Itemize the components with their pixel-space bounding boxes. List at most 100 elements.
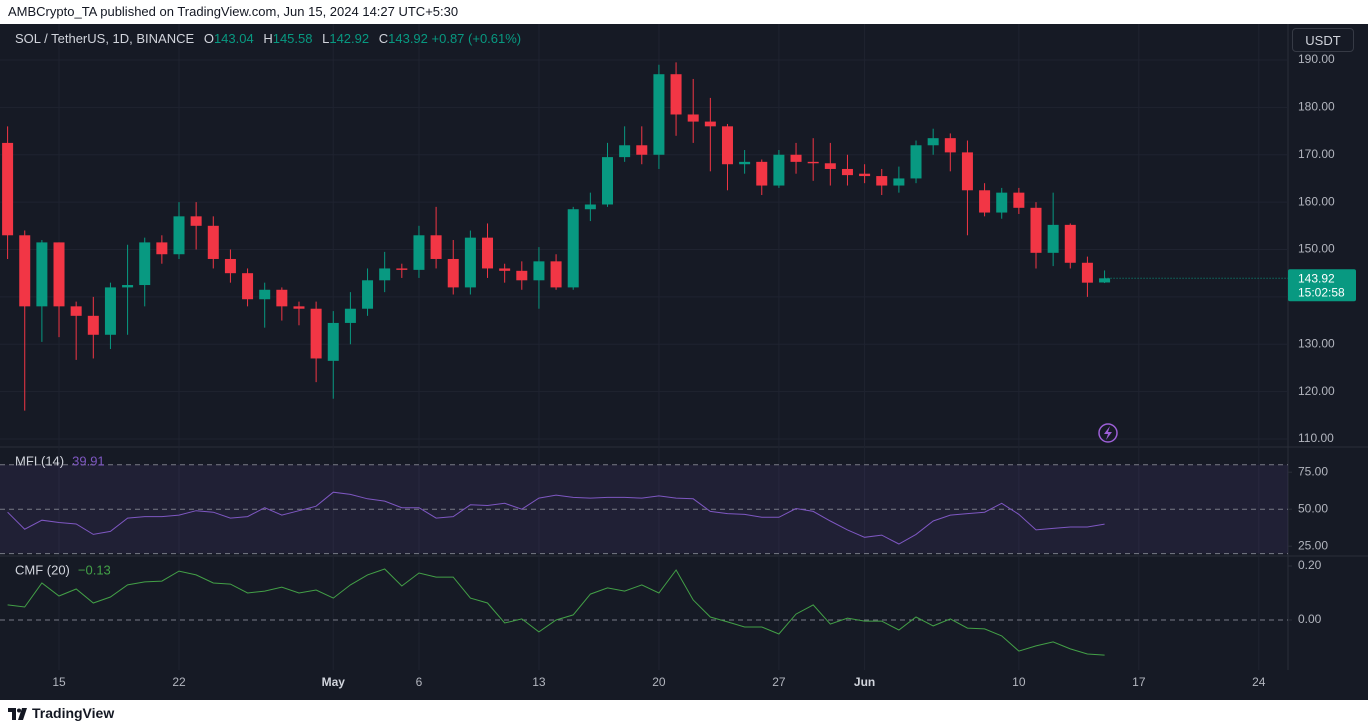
y-tick-label: 110.00 (1298, 431, 1334, 445)
countdown: 15:02:58 (1298, 285, 1345, 299)
symbol: SOL / TetherUS, 1D, BINANCE (15, 31, 195, 46)
candle-body (893, 178, 905, 186)
candle-body (173, 216, 185, 255)
candle-body (396, 268, 408, 270)
candle-body (259, 289, 271, 300)
y-tick-label: 50.00 (1298, 501, 1328, 515)
candle-body (602, 157, 613, 205)
x-tick-label: Jun (854, 675, 875, 689)
x-tick-label: May (322, 675, 346, 689)
indicator-line (7, 491, 1105, 545)
brand: TradingView (32, 705, 115, 721)
y-tick-label: 170.00 (1298, 147, 1335, 161)
y-tick-label: 0.20 (1298, 558, 1322, 572)
candle-body (704, 121, 716, 127)
indicator-title: MFI (14) (15, 453, 64, 468)
candle-body (224, 258, 236, 274)
candle-body (464, 237, 476, 288)
candle-body (670, 74, 682, 115)
candle-body (876, 176, 888, 186)
x-tick-label: 24 (1252, 675, 1266, 689)
close-value: 143.92 (388, 31, 428, 46)
y-tick-label: 120.00 (1298, 384, 1335, 398)
candle-body (1030, 207, 1042, 253)
candle-body (979, 190, 991, 213)
candle-body (567, 209, 579, 288)
candle-body (310, 308, 322, 359)
x-tick-label: 22 (172, 675, 186, 689)
x-tick-label: 6 (416, 675, 423, 689)
low-value: 142.92 (329, 31, 370, 46)
candle-body (1047, 224, 1059, 253)
candle-body (1013, 192, 1025, 208)
lightning-icon (1098, 423, 1118, 443)
high-value: 145.58 (272, 31, 313, 46)
high-label: H (263, 31, 273, 46)
candle-body (70, 306, 82, 316)
indicator-value: −0.13 (78, 562, 111, 577)
change: +0.87 (+0.61%) (431, 31, 522, 46)
y-tick-label: 180.00 (1298, 100, 1335, 114)
candle-body (841, 168, 853, 176)
candle-body (687, 114, 699, 122)
last-price-box (1288, 269, 1356, 302)
y-tick-label: 190.00 (1298, 52, 1335, 66)
candle-body (636, 145, 648, 155)
candle-body (87, 315, 99, 335)
candle-body (293, 306, 305, 309)
x-tick-label: 15 (52, 675, 66, 689)
indicator-title: CMF (20) (15, 562, 70, 577)
x-tick-label: 20 (652, 675, 666, 689)
legend: SOL / TetherUS, 1D, BINANCE O143.04 H145… (15, 31, 521, 46)
candle-body (242, 273, 254, 300)
candle-body (807, 161, 819, 164)
candle-body (19, 235, 31, 307)
candle-body (207, 225, 219, 259)
candle-body (156, 242, 168, 255)
currency-button[interactable]: USDT (1292, 28, 1354, 52)
candle-body (1081, 262, 1093, 283)
candle-body (2, 142, 14, 236)
candle-body (36, 242, 48, 307)
publish-bar: AMBCrypto_TA published on TradingView.co… (0, 0, 1368, 24)
candle-body (961, 152, 973, 191)
candle-body (550, 261, 562, 288)
candle-body (413, 235, 425, 270)
y-tick-label: 160.00 (1298, 194, 1335, 208)
candle-body (944, 138, 956, 153)
candle-body (482, 237, 494, 269)
footer: TradingView (0, 700, 1368, 727)
x-tick-label: 17 (1132, 675, 1146, 689)
y-tick-label: 130.00 (1298, 336, 1335, 350)
publisher: AMBCrypto_TA published on TradingView.co… (8, 4, 459, 19)
indicator-value: 39.91 (72, 453, 105, 468)
candle-body (756, 161, 768, 186)
x-tick-label: 13 (532, 675, 546, 689)
candle-body (190, 216, 202, 226)
candle-body (533, 261, 545, 281)
y-tick-label: 150.00 (1298, 242, 1335, 256)
y-tick-label: 25.00 (1298, 538, 1328, 552)
x-tick-label: 10 (1012, 675, 1026, 689)
candle-body (1099, 278, 1111, 283)
candle-body (379, 268, 391, 281)
candle-body (790, 154, 802, 162)
candle-body (327, 322, 339, 361)
candle-body (447, 258, 459, 288)
low-label: L (322, 31, 330, 46)
candle-body (516, 270, 528, 281)
candle-body (139, 242, 151, 286)
candle-body (910, 145, 922, 179)
candle-body (122, 285, 134, 288)
candle-body (773, 154, 785, 186)
candle-body (824, 163, 836, 169)
candle-body (739, 161, 751, 165)
x-tick-label: 27 (772, 675, 786, 689)
open-label: O (203, 31, 214, 46)
open-value: 143.04 (213, 31, 254, 46)
y-tick-label: 75.00 (1298, 464, 1328, 478)
candle-body (927, 138, 939, 146)
candle-body (104, 287, 116, 335)
candle-body (996, 192, 1008, 213)
